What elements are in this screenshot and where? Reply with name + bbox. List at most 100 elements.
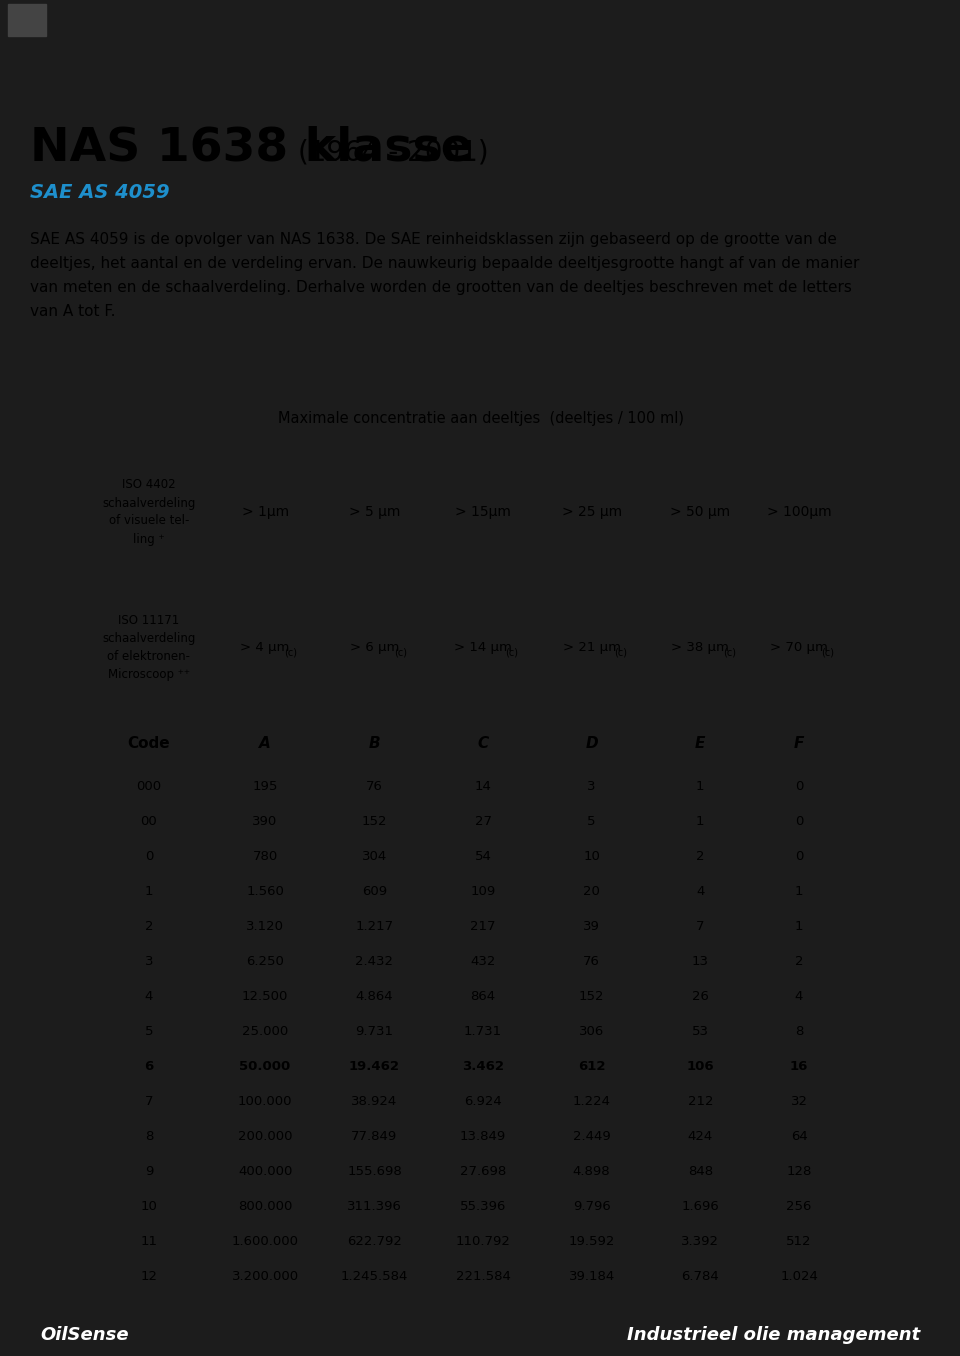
Text: 221.584: 221.584 [456,1271,511,1283]
Text: 10: 10 [584,850,600,862]
Text: OilSense: OilSense [40,1326,129,1344]
Polygon shape [520,100,960,199]
Polygon shape [0,65,600,175]
Text: 304: 304 [362,850,387,862]
Text: 0: 0 [145,850,154,862]
Polygon shape [575,42,960,138]
Text: 400.000: 400.000 [238,1165,292,1178]
Text: 19.592: 19.592 [568,1235,614,1248]
Text: van A tot F.: van A tot F. [30,304,115,319]
Text: 311.396: 311.396 [347,1200,402,1214]
Bar [88,909,875,944]
Text: deeltjes, het aantal en de verdeling ervan. De nauwkeurig bepaalde deeltjesgroot: deeltjes, het aantal en de verdeling erv… [30,256,859,271]
Text: 152: 152 [579,990,605,1003]
Bar [88,1154,875,1189]
Text: 76: 76 [584,955,600,968]
Text: B: B [369,736,380,751]
Text: F: F [794,736,804,751]
Text: 50.000: 50.000 [239,1060,291,1073]
Polygon shape [660,52,960,133]
Text: 5: 5 [145,1025,154,1037]
Text: 106: 106 [686,1060,714,1073]
Text: > 25 μm: > 25 μm [562,504,622,519]
Text: 4.864: 4.864 [355,990,394,1003]
Text: 16: 16 [790,1060,808,1073]
Text: 1.245.584: 1.245.584 [341,1271,408,1283]
Text: 2: 2 [696,850,705,862]
Text: 13.849: 13.849 [460,1130,506,1143]
Text: 1: 1 [696,815,705,829]
Text: 212: 212 [687,1096,713,1108]
Text: 20: 20 [584,885,600,898]
Text: 7: 7 [696,919,705,933]
Bar [88,1224,875,1258]
Text: 848: 848 [687,1165,713,1178]
Text: 152: 152 [362,815,387,829]
Text: C: C [477,736,489,751]
Text: Code: Code [128,736,170,751]
Text: 1.224: 1.224 [573,1096,611,1108]
Polygon shape [60,72,650,195]
Text: (1964 - 2001): (1964 - 2001) [298,138,489,165]
Text: 3.462: 3.462 [462,1060,504,1073]
Text: 19.462: 19.462 [349,1060,400,1073]
Text: 109: 109 [470,885,495,898]
Text: van meten en de schaalverdeling. Derhalve worden de grootten van de deeltjes bes: van meten en de schaalverdeling. Derhalv… [30,279,852,296]
Text: ISO 4402
schaalverdeling
of visuele tel-
ling ⁺: ISO 4402 schaalverdeling of visuele tel-… [103,479,196,545]
Text: > 6 μm: > 6 μm [349,641,399,654]
Text: > 14 μm: > 14 μm [454,641,512,654]
Text: 195: 195 [252,780,277,793]
Bar [88,1050,875,1083]
Text: 4: 4 [795,990,804,1003]
Polygon shape [0,73,500,190]
Bar [88,1119,875,1154]
Bar [88,769,875,804]
Text: (c): (c) [284,648,298,658]
Text: 53: 53 [692,1025,708,1037]
Polygon shape [555,76,960,175]
Text: E: E [695,736,706,751]
Text: 217: 217 [470,919,495,933]
Bar [88,447,875,576]
Bar [88,1083,875,1119]
Text: 00: 00 [140,815,157,829]
Polygon shape [30,79,550,199]
Bar [88,875,875,909]
Text: 1: 1 [795,885,804,898]
Text: 3.120: 3.120 [246,919,284,933]
Text: (c): (c) [822,648,834,658]
Text: > 4 μm: > 4 μm [240,641,290,654]
Text: 4: 4 [696,885,705,898]
Text: 622.792: 622.792 [347,1235,402,1248]
Text: 155.698: 155.698 [348,1165,402,1178]
Text: > 70 μm: > 70 μm [770,641,828,654]
Text: 8: 8 [145,1130,154,1143]
Text: 1.560: 1.560 [246,885,284,898]
Text: 6.924: 6.924 [465,1096,502,1108]
Text: 1.731: 1.731 [464,1025,502,1037]
Polygon shape [560,53,960,151]
Text: (c): (c) [723,648,735,658]
Bar [88,1189,875,1224]
Text: 54: 54 [474,850,492,862]
Text: 256: 256 [786,1200,812,1214]
Text: 3: 3 [145,955,154,968]
Text: SAE AS 4059: SAE AS 4059 [30,183,170,202]
Polygon shape [565,35,960,125]
Text: (c): (c) [506,648,518,658]
Text: 1.696: 1.696 [682,1200,719,1214]
Text: 0: 0 [795,780,804,793]
Text: 128: 128 [786,1165,812,1178]
Text: 26: 26 [692,990,708,1003]
Bar [0,39,960,205]
Text: > 100μm: > 100μm [767,504,831,519]
Text: 609: 609 [362,885,387,898]
Text: > 1μm: > 1μm [242,504,289,519]
Text: 2.432: 2.432 [355,955,394,968]
Text: > 5 μm: > 5 μm [348,504,400,519]
Text: 9.731: 9.731 [355,1025,394,1037]
Bar [0,0,960,39]
Bar [88,576,875,719]
Text: 39.184: 39.184 [568,1271,614,1283]
Polygon shape [0,53,800,148]
